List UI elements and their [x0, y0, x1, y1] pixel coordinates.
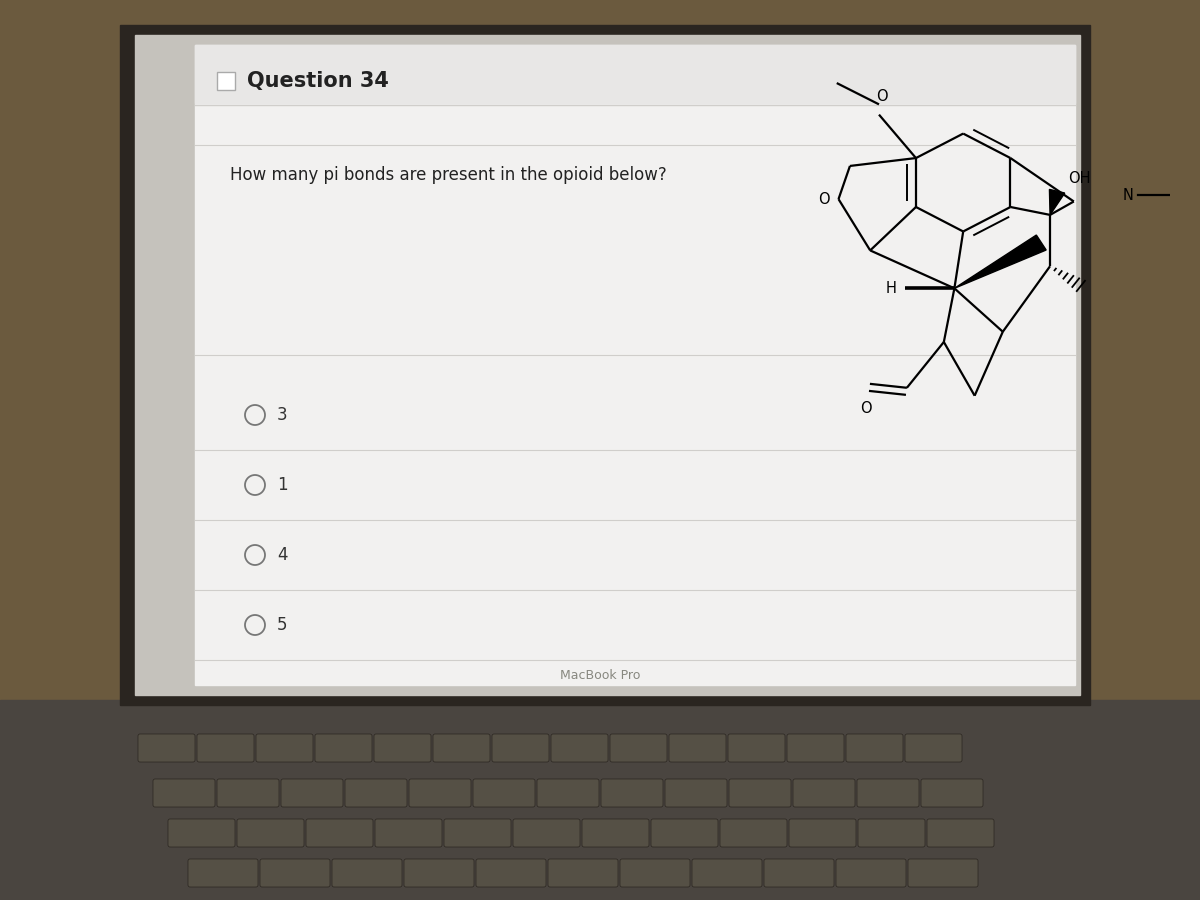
- Text: 4: 4: [277, 546, 288, 564]
- FancyBboxPatch shape: [444, 819, 511, 847]
- FancyBboxPatch shape: [857, 779, 919, 807]
- Text: O: O: [859, 401, 871, 416]
- FancyBboxPatch shape: [197, 734, 254, 762]
- FancyBboxPatch shape: [476, 859, 546, 887]
- FancyBboxPatch shape: [728, 734, 785, 762]
- FancyBboxPatch shape: [332, 859, 402, 887]
- FancyBboxPatch shape: [551, 734, 608, 762]
- Text: O: O: [876, 89, 888, 104]
- Bar: [194, 45, 1075, 103]
- FancyBboxPatch shape: [793, 779, 854, 807]
- Bar: [0, 700, 1200, 900]
- Text: 1: 1: [277, 476, 288, 494]
- Polygon shape: [954, 235, 1046, 288]
- FancyBboxPatch shape: [514, 819, 580, 847]
- Bar: [134, 35, 1080, 695]
- Text: MacBook Pro: MacBook Pro: [560, 669, 640, 682]
- FancyBboxPatch shape: [905, 734, 962, 762]
- FancyBboxPatch shape: [665, 779, 727, 807]
- FancyBboxPatch shape: [601, 779, 662, 807]
- FancyBboxPatch shape: [138, 734, 194, 762]
- Bar: [120, 25, 1090, 705]
- FancyBboxPatch shape: [492, 734, 550, 762]
- FancyBboxPatch shape: [538, 779, 599, 807]
- FancyBboxPatch shape: [928, 819, 994, 847]
- Polygon shape: [1050, 189, 1064, 215]
- FancyBboxPatch shape: [720, 819, 787, 847]
- FancyBboxPatch shape: [188, 859, 258, 887]
- FancyBboxPatch shape: [610, 734, 667, 762]
- FancyBboxPatch shape: [787, 734, 844, 762]
- Text: O: O: [817, 192, 829, 207]
- Text: H: H: [886, 281, 896, 296]
- FancyBboxPatch shape: [154, 779, 215, 807]
- FancyBboxPatch shape: [858, 819, 925, 847]
- FancyBboxPatch shape: [306, 819, 373, 847]
- Text: 5: 5: [277, 616, 288, 634]
- FancyBboxPatch shape: [374, 734, 431, 762]
- Bar: [194, 45, 1075, 685]
- Text: OH: OH: [1068, 172, 1090, 186]
- Text: Question 34: Question 34: [247, 71, 389, 91]
- FancyBboxPatch shape: [256, 734, 313, 762]
- FancyBboxPatch shape: [922, 779, 983, 807]
- FancyBboxPatch shape: [764, 859, 834, 887]
- FancyBboxPatch shape: [790, 819, 856, 847]
- FancyBboxPatch shape: [217, 779, 278, 807]
- FancyBboxPatch shape: [846, 734, 904, 762]
- FancyBboxPatch shape: [650, 819, 718, 847]
- FancyBboxPatch shape: [281, 779, 343, 807]
- Circle shape: [596, 48, 604, 56]
- FancyBboxPatch shape: [582, 819, 649, 847]
- FancyBboxPatch shape: [548, 859, 618, 887]
- FancyBboxPatch shape: [836, 859, 906, 887]
- FancyBboxPatch shape: [908, 859, 978, 887]
- FancyBboxPatch shape: [168, 819, 235, 847]
- Text: 3: 3: [277, 406, 288, 424]
- FancyBboxPatch shape: [692, 859, 762, 887]
- FancyBboxPatch shape: [620, 859, 690, 887]
- FancyBboxPatch shape: [314, 734, 372, 762]
- FancyBboxPatch shape: [730, 779, 791, 807]
- Text: How many pi bonds are present in the opioid below?: How many pi bonds are present in the opi…: [230, 166, 667, 184]
- FancyBboxPatch shape: [374, 819, 442, 847]
- FancyBboxPatch shape: [238, 819, 304, 847]
- FancyBboxPatch shape: [346, 779, 407, 807]
- FancyBboxPatch shape: [404, 859, 474, 887]
- Bar: [217, 72, 235, 90]
- Text: N: N: [1122, 188, 1133, 202]
- FancyBboxPatch shape: [670, 734, 726, 762]
- FancyBboxPatch shape: [409, 779, 470, 807]
- FancyBboxPatch shape: [433, 734, 490, 762]
- FancyBboxPatch shape: [473, 779, 535, 807]
- FancyBboxPatch shape: [260, 859, 330, 887]
